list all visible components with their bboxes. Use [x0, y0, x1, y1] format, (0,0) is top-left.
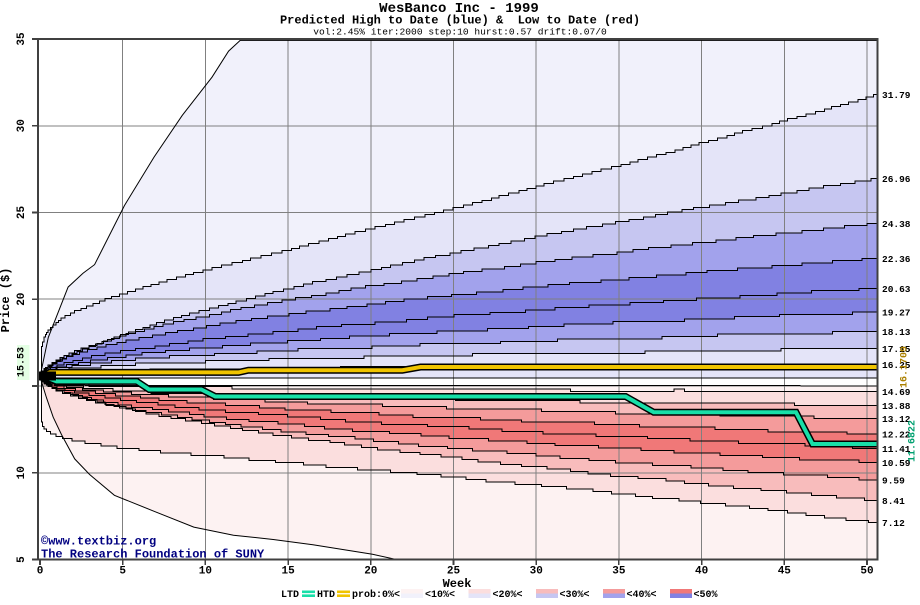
svg-text:<40%<: <40%< — [627, 590, 657, 600]
svg-text:7.12: 7.12 — [882, 518, 905, 529]
svg-text:vol:2.45% iter:2000 step:10 hu: vol:2.45% iter:2000 step:10 hurst:0.57 d… — [313, 27, 607, 38]
svg-text:©www.textbiz.org: ©www.textbiz.org — [41, 535, 156, 549]
svg-text:25: 25 — [447, 566, 461, 578]
svg-text:<50%: <50% — [694, 590, 718, 600]
svg-text:35: 35 — [612, 566, 626, 578]
svg-text:31.79: 31.79 — [882, 90, 911, 101]
svg-text:15.53: 15.53 — [17, 347, 28, 377]
svg-text:10: 10 — [16, 466, 28, 479]
svg-text:HTD: HTD — [317, 590, 335, 600]
svg-text:45: 45 — [778, 566, 792, 578]
svg-text:12.22: 12.22 — [882, 430, 911, 441]
svg-text:11.6822: 11.6822 — [908, 420, 919, 462]
svg-text:<30%<: <30%< — [560, 590, 590, 600]
svg-text:35: 35 — [16, 32, 28, 46]
svg-text:Week: Week — [443, 577, 472, 591]
svg-text:14.69: 14.69 — [882, 387, 911, 398]
svg-text:0: 0 — [37, 566, 44, 578]
svg-text:24.38: 24.38 — [882, 219, 911, 230]
svg-text:11.41: 11.41 — [882, 444, 911, 455]
svg-text:15: 15 — [281, 566, 295, 578]
svg-text:Price ($): Price ($) — [0, 268, 13, 333]
svg-text:20: 20 — [16, 293, 28, 306]
svg-text:22.36: 22.36 — [882, 254, 911, 265]
svg-text:The Research Foundation of SUN: The Research Foundation of SUNY — [41, 548, 265, 562]
svg-text:16.25: 16.25 — [882, 360, 911, 371]
svg-text:19.27: 19.27 — [882, 307, 911, 318]
svg-text:30: 30 — [530, 566, 543, 578]
svg-text:LTD: LTD — [281, 590, 299, 600]
svg-text:50: 50 — [860, 566, 873, 578]
svg-text:10.59: 10.59 — [882, 458, 911, 469]
svg-text:5: 5 — [119, 566, 126, 578]
svg-text:8.41: 8.41 — [882, 496, 905, 507]
svg-text:16.1709: 16.1709 — [900, 346, 911, 388]
svg-text:30: 30 — [16, 119, 28, 132]
svg-text:25: 25 — [16, 206, 28, 220]
svg-text:13.88: 13.88 — [882, 401, 911, 412]
svg-text:17.15: 17.15 — [882, 344, 911, 355]
svg-text:20.63: 20.63 — [882, 284, 911, 295]
svg-text:13.12: 13.12 — [882, 414, 911, 425]
svg-text:Predicted High to Date (blue): Predicted High to Date (blue) & Low to D… — [280, 14, 640, 28]
svg-text:<10%<: <10%< — [425, 590, 455, 600]
svg-text:26.96: 26.96 — [882, 174, 911, 185]
svg-text:10: 10 — [199, 566, 212, 578]
svg-text:prob:0%<: prob:0%< — [352, 589, 400, 600]
svg-text:40: 40 — [695, 566, 708, 578]
svg-text:WesBanco Inc - 1999: WesBanco Inc - 1999 — [379, 1, 539, 17]
svg-text:5: 5 — [16, 556, 28, 563]
svg-text:<20%<: <20%< — [493, 590, 523, 600]
svg-text:18.13: 18.13 — [882, 327, 911, 338]
svg-text:9.59: 9.59 — [882, 475, 905, 486]
svg-text:20: 20 — [364, 566, 377, 578]
